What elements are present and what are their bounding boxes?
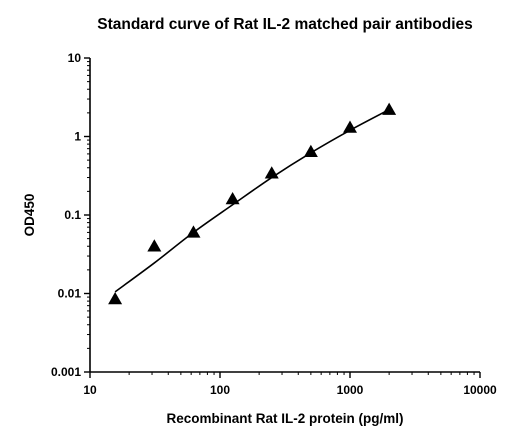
y-tick-label: 0.1 bbox=[64, 208, 81, 222]
data-point bbox=[147, 239, 162, 252]
data-point bbox=[264, 166, 279, 179]
x-tick-label: 10 bbox=[83, 383, 97, 397]
data-point bbox=[186, 225, 201, 238]
y-axis-label: OD450 bbox=[22, 194, 37, 237]
y-tick-label: 1 bbox=[74, 130, 81, 144]
axes: 0.001 0.01 0.1 1 10 10 100 1000 10000 bbox=[51, 51, 497, 397]
data-points-layer bbox=[108, 102, 397, 305]
chart-title: Standard curve of Rat IL-2 matched pair … bbox=[97, 16, 473, 33]
x-tick-label: 1000 bbox=[337, 383, 364, 397]
fit-curve-layer bbox=[114, 108, 390, 293]
data-point bbox=[343, 120, 357, 133]
y-tick-label: 0.001 bbox=[51, 365, 81, 379]
x-axis-label: Recombinant Rat IL-2 protein (pg/ml) bbox=[166, 411, 403, 426]
data-point bbox=[225, 191, 240, 205]
data-point bbox=[108, 292, 123, 305]
fit-curve bbox=[114, 108, 390, 293]
x-tick-label: 10000 bbox=[463, 383, 497, 397]
y-tick-label: 10 bbox=[68, 51, 82, 65]
data-point bbox=[382, 102, 397, 115]
y-tick-label: 0.01 bbox=[58, 287, 82, 301]
x-tick-label: 100 bbox=[210, 383, 230, 397]
data-point bbox=[303, 144, 318, 157]
